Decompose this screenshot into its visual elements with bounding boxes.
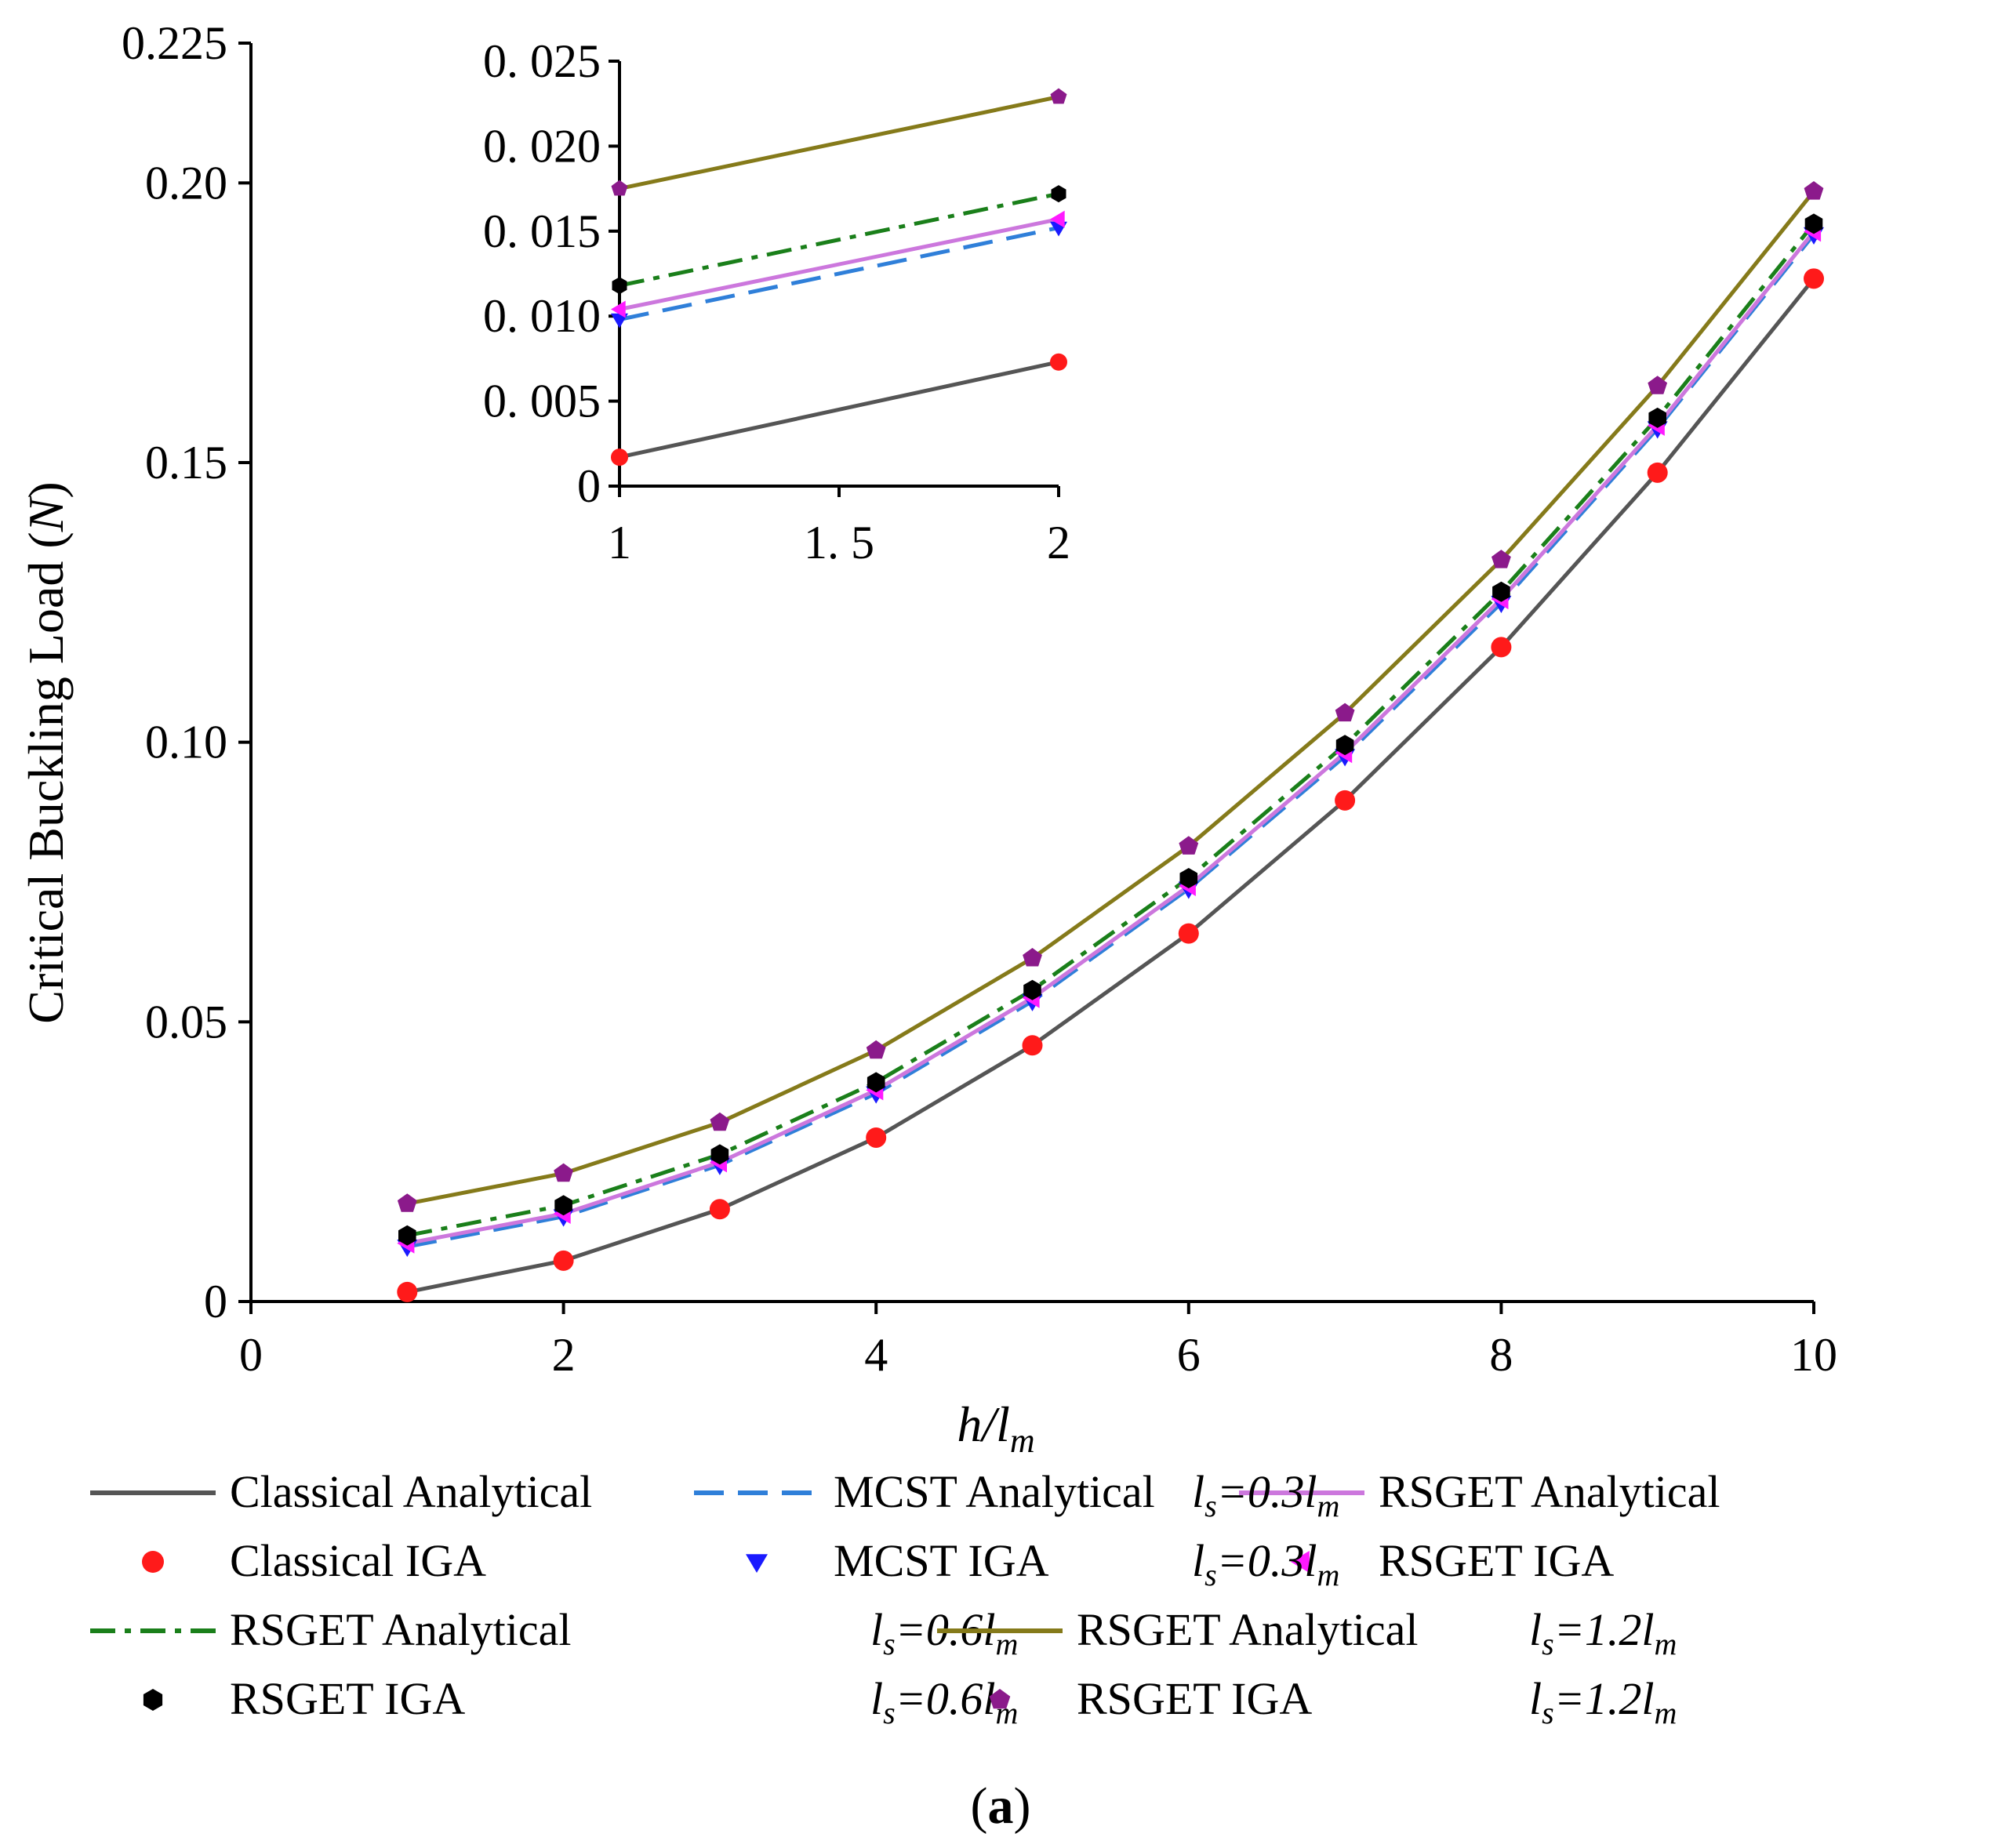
legend-swatch-marker [746,1554,768,1573]
inset-x-tick-label: 1. 5 [804,517,874,568]
main-line-classical-analytical [406,277,1815,1294]
main-point-classical-iga [866,1127,887,1148]
inset-point-rsget-iga-ls-1-2lm [611,180,628,196]
main-point-rsget-iga-ls-0-6lm [1335,735,1354,756]
inset-y-tick-label: 0. 015 [483,205,601,257]
legend-swatch-marker [143,1689,163,1711]
figure-caption: (a) [971,1777,1031,1835]
x-tick-label: 10 [1790,1329,1837,1381]
y-tick-label: 0 [204,1276,227,1327]
main-point-rsget-iga-ls-1-2lm [1648,376,1668,394]
y-tick-label: 0.225 [122,17,227,69]
main-line-rsget-analytical-ls-0-6lm [406,222,1815,1238]
inset-x-tick-label: 1 [608,517,631,568]
main-point-rsget-iga-ls-0-6lm [554,1195,572,1216]
legend-label: RSGET Analytical [1379,1466,1720,1517]
main-point-classical-iga [709,1199,730,1220]
legend-swatch-marker [989,1689,1011,1709]
x-tick-label: 0 [239,1329,263,1381]
main-line-rsget-analytical-ls-0-3lm [406,230,1815,1246]
main-line-rsget-analytical-ls-1-2lm [406,190,1815,1206]
legend-swatch-marker [142,1551,164,1573]
legend-length-scale: ls=0.6lm [870,1673,1018,1730]
legend-label: RSGET IGA [230,1673,465,1724]
main-point-rsget-iga-ls-0-6lm [1492,581,1510,602]
y-tick-label: 0.10 [145,717,227,768]
inset-line-rsget-analytical-ls-0-3lm [619,217,1059,311]
inset-point-classical-iga [611,448,628,467]
main-point-rsget-iga-ls-1-2lm [866,1040,886,1059]
main-point-rsget-iga-ls-0-6lm [1804,213,1823,234]
main-point-rsget-iga-ls-0-6lm [1648,407,1666,428]
x-tick-label: 8 [1489,1329,1513,1381]
legend-label: RSGET Analytical [1077,1604,1419,1655]
main-point-rsget-iga-ls-0-6lm [710,1144,729,1165]
inset-point-rsget-iga-ls-0-3lm [611,300,626,318]
legend-label: RSGET IGA [1379,1535,1614,1586]
inset-line-classical-analytical [619,360,1059,459]
inset-line-rsget-analytical-ls-0-6lm [619,191,1059,288]
main-point-rsget-iga-ls-1-2lm [1492,550,1511,568]
inset-y-tick-label: 0. 025 [483,35,601,87]
inset-line-rsget-analytical-ls-1-2lm [619,95,1059,191]
inset-plot: 1 1. 5 2 0 0. 005 0. 010 0. 015 0. 020 0. 025 [483,35,1070,568]
main-point-rsget-iga-ls-1-2lm [397,1193,417,1212]
inset-y-tick-label: 0. 010 [483,290,601,342]
main-point-rsget-iga-ls-0-6lm [867,1072,885,1093]
inset-y-tick-label: 0 [577,460,601,512]
main-point-classical-iga [1022,1035,1043,1056]
main-point-classical-iga [1491,637,1512,658]
inset-y-tick-label: 0. 020 [483,120,601,172]
main-point-classical-iga [1335,790,1356,811]
main-point-classical-iga [553,1250,574,1271]
main-point-rsget-iga-ls-1-2lm [1023,948,1042,967]
legend-length-scale: ls=0.3lm [1192,1535,1339,1592]
inset-y-tick-label: 0. 005 [483,376,601,427]
inset-point-mcst-iga [611,313,628,329]
inset-point-rsget-iga-ls-0-6lm [612,277,627,295]
x-axis-title: h/lm [957,1396,1034,1460]
inset-point-classical-iga [1050,353,1067,371]
legend-label: RSGET Analytical [230,1604,572,1655]
inset-line-mcst-analytical [619,226,1059,321]
main-point-rsget-iga-ls-1-2lm [554,1163,573,1182]
inset-point-rsget-iga-ls-1-2lm [1050,88,1067,104]
legend-length-scale: ls=1.2lm [1529,1673,1677,1730]
main-point-classical-iga [397,1281,418,1302]
y-tick-label: 0.20 [145,157,227,209]
main-point-rsget-iga-ls-1-2lm [1804,181,1824,200]
y-axis-title: Critical Buckling Load (N) [18,481,74,1023]
main-point-rsget-iga-ls-1-2lm [710,1112,730,1131]
y-tick-label: 0.15 [145,437,227,488]
legend: Classical Analytical MCST Analytical RSGET… [90,1466,1720,1730]
main-point-classical-iga [1178,923,1199,944]
legend-length-scale: ls=1.2lm [1529,1604,1677,1661]
inset-x-tick-label: 2 [1047,517,1070,568]
x-tick-label: 2 [552,1329,576,1381]
y-tick-label: 0.05 [145,996,227,1047]
main-point-classical-iga [1804,268,1824,289]
inset-point-rsget-iga-ls-0-6lm [1051,185,1066,203]
main-line-mcst-analytical [406,233,1815,1249]
legend-swatch-marker [1291,1551,1310,1573]
legend-length-scale: ls=0.3lm [1192,1466,1339,1523]
legend-label: RSGET IGA [1077,1673,1312,1724]
legend-label: MCST IGA [834,1535,1049,1586]
main-point-rsget-iga-ls-0-6lm [398,1225,416,1246]
main-point-rsget-iga-ls-1-2lm [1335,703,1355,722]
main-point-rsget-iga-ls-0-6lm [1023,979,1041,1000]
main-point-rsget-iga-ls-0-6lm [1179,868,1198,888]
main-point-classical-iga [1647,462,1668,483]
legend-label: MCST Analytical [834,1466,1155,1517]
x-tick-label: 6 [1177,1329,1201,1381]
x-tick-label: 4 [864,1329,888,1381]
inset-point-rsget-iga-ls-0-3lm [1050,210,1065,228]
main-point-rsget-iga-ls-1-2lm [1179,836,1199,855]
legend-label: Classical IGA [230,1535,486,1586]
legend-label: Classical Analytical [230,1466,592,1517]
